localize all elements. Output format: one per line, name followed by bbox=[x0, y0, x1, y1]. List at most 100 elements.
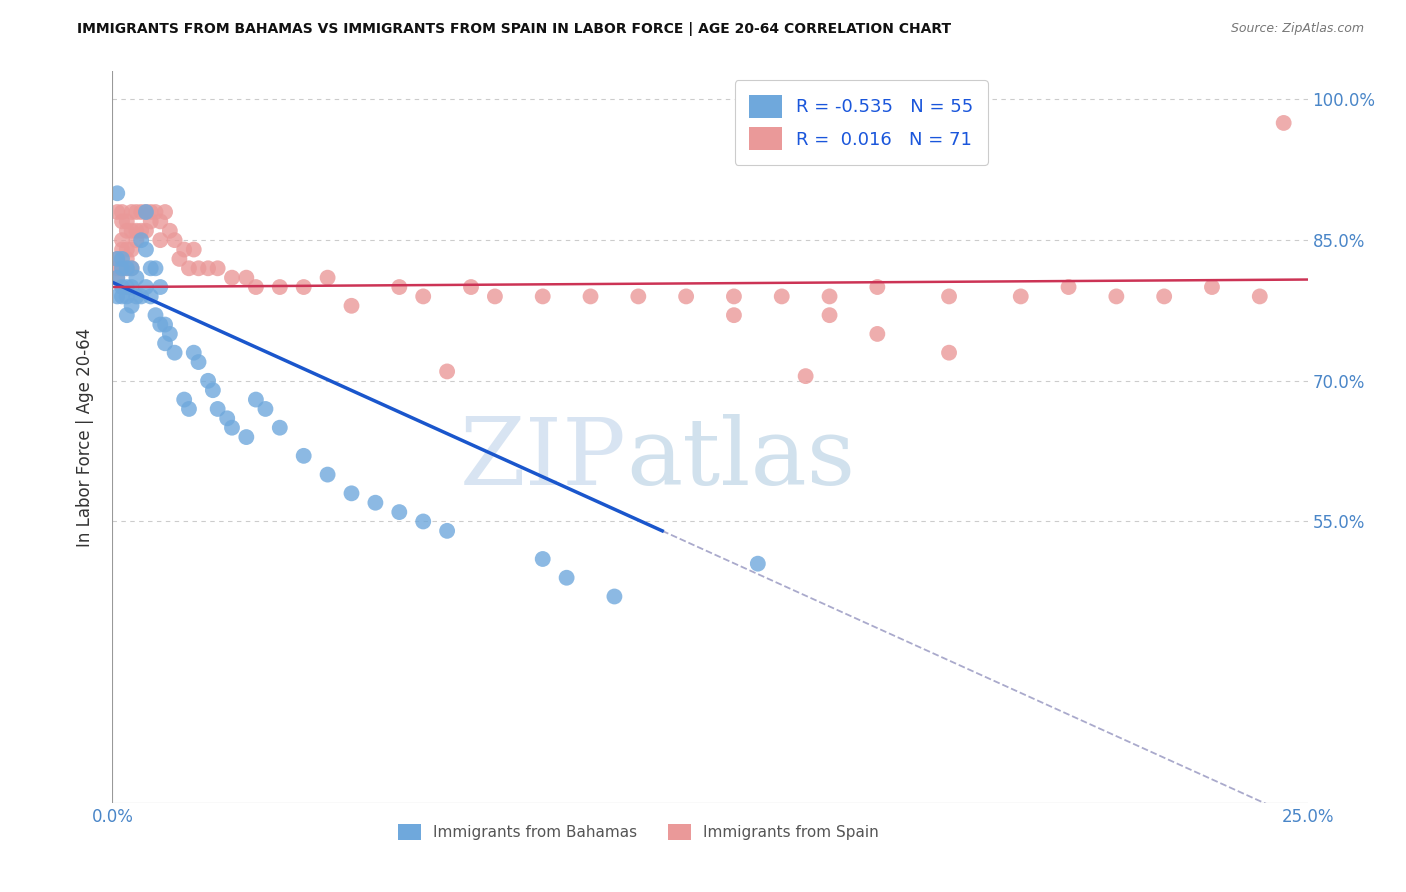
Point bbox=[135, 243, 157, 257]
Point bbox=[217, 411, 239, 425]
Point bbox=[129, 289, 152, 303]
Point bbox=[115, 280, 138, 294]
Point bbox=[187, 261, 209, 276]
Point bbox=[105, 289, 128, 303]
Point bbox=[316, 467, 339, 482]
Point bbox=[163, 233, 186, 247]
Point bbox=[197, 261, 219, 276]
Point bbox=[135, 205, 157, 219]
Point bbox=[460, 280, 482, 294]
Point bbox=[105, 252, 128, 266]
Point bbox=[115, 224, 138, 238]
Point bbox=[139, 214, 162, 228]
Point bbox=[163, 345, 186, 359]
Point bbox=[115, 261, 138, 276]
Point bbox=[121, 261, 143, 276]
Point bbox=[111, 261, 134, 276]
Point bbox=[145, 205, 167, 219]
Point bbox=[197, 374, 219, 388]
Point bbox=[121, 261, 143, 276]
Point bbox=[111, 252, 134, 266]
Point bbox=[627, 289, 650, 303]
Point bbox=[139, 261, 162, 276]
Point bbox=[818, 308, 841, 322]
Point bbox=[388, 505, 411, 519]
Point bbox=[292, 449, 315, 463]
Point bbox=[269, 420, 291, 434]
Point bbox=[245, 392, 267, 407]
Point bbox=[139, 289, 162, 303]
Point bbox=[129, 224, 152, 238]
Point bbox=[111, 214, 134, 228]
Point bbox=[1249, 289, 1271, 303]
Point bbox=[207, 401, 229, 416]
Point bbox=[121, 224, 143, 238]
Point bbox=[145, 261, 167, 276]
Point bbox=[125, 233, 148, 247]
Point bbox=[177, 401, 200, 416]
Y-axis label: In Labor Force | Age 20-64: In Labor Force | Age 20-64 bbox=[76, 327, 94, 547]
Point bbox=[388, 280, 411, 294]
Point bbox=[555, 571, 578, 585]
Point bbox=[723, 289, 745, 303]
Point bbox=[221, 270, 243, 285]
Text: ZIP: ZIP bbox=[460, 414, 627, 504]
Point bbox=[1010, 289, 1032, 303]
Point bbox=[121, 280, 143, 294]
Point bbox=[1272, 116, 1295, 130]
Point bbox=[938, 345, 960, 359]
Point bbox=[747, 557, 769, 571]
Point bbox=[149, 318, 172, 332]
Point bbox=[187, 355, 209, 369]
Point bbox=[125, 289, 148, 303]
Text: IMMIGRANTS FROM BAHAMAS VS IMMIGRANTS FROM SPAIN IN LABOR FORCE | AGE 20-64 CORR: IMMIGRANTS FROM BAHAMAS VS IMMIGRANTS FR… bbox=[77, 22, 952, 37]
Point bbox=[723, 308, 745, 322]
Point bbox=[254, 401, 277, 416]
Point bbox=[235, 430, 257, 444]
Point bbox=[153, 205, 176, 219]
Point bbox=[340, 299, 363, 313]
Point bbox=[115, 252, 138, 266]
Point bbox=[111, 205, 134, 219]
Point bbox=[364, 496, 387, 510]
Point bbox=[129, 233, 152, 247]
Point bbox=[183, 345, 205, 359]
Point bbox=[207, 261, 229, 276]
Point bbox=[115, 243, 138, 257]
Point bbox=[866, 280, 889, 294]
Point bbox=[111, 261, 134, 276]
Point bbox=[149, 214, 172, 228]
Point bbox=[169, 252, 191, 266]
Point bbox=[121, 243, 143, 257]
Point bbox=[135, 205, 157, 219]
Point bbox=[770, 289, 793, 303]
Text: Source: ZipAtlas.com: Source: ZipAtlas.com bbox=[1230, 22, 1364, 36]
Point bbox=[129, 205, 152, 219]
Point bbox=[412, 515, 434, 529]
Point bbox=[135, 224, 157, 238]
Point bbox=[159, 224, 181, 238]
Point bbox=[183, 243, 205, 257]
Point bbox=[153, 336, 176, 351]
Point bbox=[177, 261, 200, 276]
Point bbox=[159, 326, 181, 341]
Point bbox=[794, 369, 817, 384]
Point bbox=[603, 590, 626, 604]
Text: atlas: atlas bbox=[627, 414, 856, 504]
Point bbox=[149, 280, 172, 294]
Point bbox=[235, 270, 257, 285]
Point bbox=[111, 233, 134, 247]
Point bbox=[436, 364, 458, 378]
Point bbox=[484, 289, 506, 303]
Point bbox=[139, 205, 162, 219]
Legend: Immigrants from Bahamas, Immigrants from Spain: Immigrants from Bahamas, Immigrants from… bbox=[392, 818, 884, 847]
Point bbox=[105, 261, 128, 276]
Point bbox=[531, 552, 554, 566]
Point bbox=[173, 243, 195, 257]
Point bbox=[125, 270, 148, 285]
Point bbox=[125, 224, 148, 238]
Point bbox=[135, 280, 157, 294]
Point bbox=[105, 205, 128, 219]
Point bbox=[1201, 280, 1223, 294]
Point bbox=[269, 280, 291, 294]
